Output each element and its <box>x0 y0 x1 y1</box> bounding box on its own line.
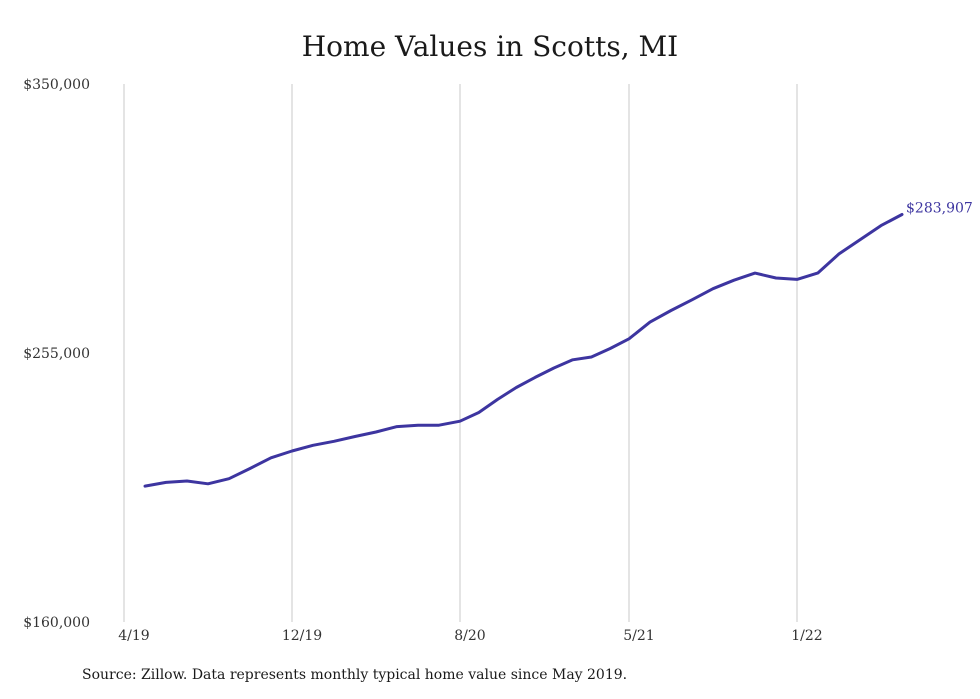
y-axis-ticks: $350,000 $255,000 $160,000 <box>23 77 90 631</box>
series-line <box>143 213 904 488</box>
series-layer: $283,907 <box>143 201 973 488</box>
x-tick-label: 1/22 <box>791 628 822 644</box>
line-chart: $350,000 $255,000 $160,000 4/19 12/19 8/20 5/… <box>23 77 973 644</box>
x-tick-label: 8/20 <box>454 628 485 644</box>
x-tick-label: 5/21 <box>623 628 654 644</box>
y-tick-label: $255,000 <box>23 346 90 362</box>
y-tick-label: $350,000 <box>23 77 90 93</box>
source-note: Source: Zillow. Data represents monthly … <box>82 667 628 683</box>
grid-lines <box>123 84 798 622</box>
end-value-label: $283,907 <box>906 201 973 217</box>
chart-title: Home Values in Scotts, MI <box>301 30 679 63</box>
y-tick-label: $160,000 <box>23 615 90 631</box>
x-axis-ticks: 4/19 12/19 8/20 5/21 1/22 <box>118 628 822 644</box>
x-tick-label: 4/19 <box>118 628 149 644</box>
x-tick-label: 12/19 <box>282 628 322 644</box>
